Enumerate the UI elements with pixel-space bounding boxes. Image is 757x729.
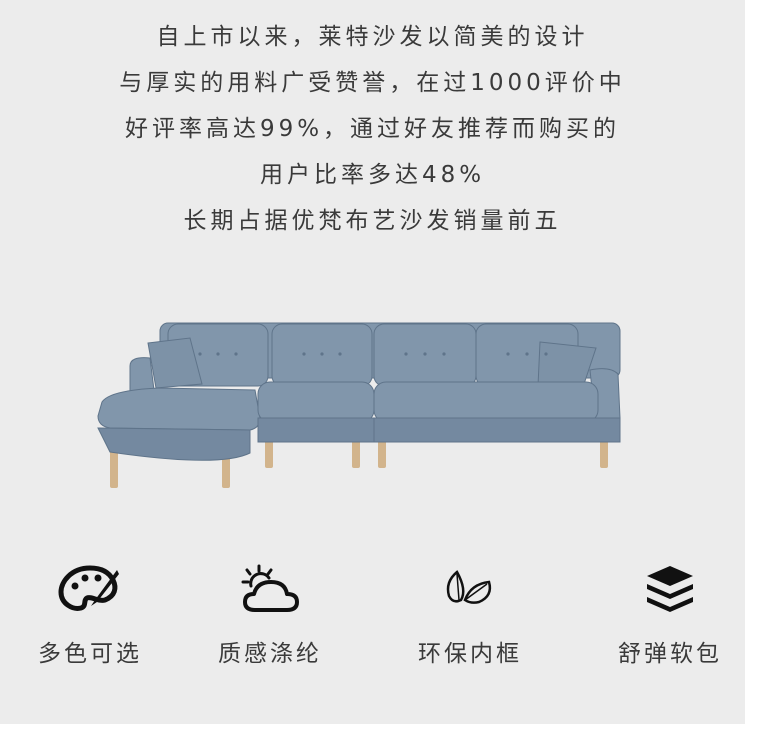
palette-icon xyxy=(58,565,119,611)
cloud-sun-icon xyxy=(241,564,299,612)
throw-pillow xyxy=(147,337,203,389)
chaise-base xyxy=(97,427,251,461)
sofa-image xyxy=(90,318,630,498)
intro-line-4: 用户比率多达48% xyxy=(259,162,486,188)
feature-label: 环保内框 xyxy=(418,641,522,667)
leaves-icon xyxy=(446,570,492,604)
intro-line-1: 自上市以来，莱特沙发以简美的设计 xyxy=(156,24,589,50)
seat-cushion xyxy=(257,381,375,423)
feature-eco-frame: 环保内框 xyxy=(380,560,560,668)
page-edge xyxy=(745,0,757,729)
feature-soft-padding: 舒弹软包 xyxy=(580,560,757,668)
intro-text: 自上市以来，莱特沙发以简美的设计 与厚实的用料广受赞誉，在过1000评价中 好评… xyxy=(0,14,745,244)
intro-line-2: 与厚实的用料广受赞誉，在过1000评价中 xyxy=(119,70,626,96)
feature-label: 质感涤纶 xyxy=(218,641,322,667)
intro-line-3: 好评率高达99%，通过好友推荐而购买的 xyxy=(124,116,621,142)
button-tufts xyxy=(198,352,548,356)
feature-label: 多色可选 xyxy=(38,641,142,667)
feature-multi-color: 多色可选 xyxy=(0,560,180,668)
seat-cushion xyxy=(373,381,599,423)
seat-base xyxy=(373,417,621,443)
seat-base xyxy=(257,417,375,443)
chaise-seat xyxy=(97,387,261,431)
sofa-illustration xyxy=(97,322,621,488)
sofa-legs xyxy=(110,438,608,488)
feature-polyester: 质感涤纶 xyxy=(180,560,360,668)
feature-label: 舒弹软包 xyxy=(618,641,722,667)
intro-line-5: 长期占据优梵布艺沙发销量前五 xyxy=(183,208,562,234)
layers-icon xyxy=(647,566,693,612)
